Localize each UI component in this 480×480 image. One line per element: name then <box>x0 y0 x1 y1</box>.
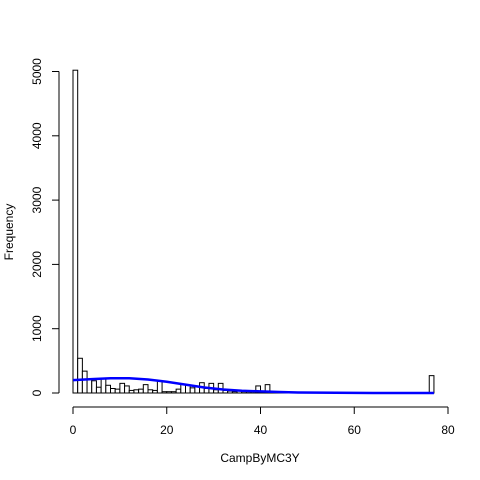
y-tick-label-0: 0 <box>30 389 44 396</box>
histogram-bar-39 <box>255 385 261 394</box>
histogram-bar-19 <box>161 391 168 394</box>
fit-curve <box>72 376 434 395</box>
histogram-bar-21 <box>170 391 177 394</box>
histogram-bar-13 <box>133 389 140 394</box>
x-tick-label-2: 40 <box>254 423 268 437</box>
histogram-bar-48 <box>428 375 435 394</box>
histogram-bar-4 <box>91 380 97 394</box>
y-tick-label-1: 1000 <box>30 315 44 342</box>
histogram-bar-14 <box>138 388 144 394</box>
histogram-bar-34 <box>231 391 238 394</box>
histogram-bar-11 <box>124 385 130 394</box>
histogram-bar-2 <box>81 370 88 394</box>
histogram-bar-22 <box>175 388 182 394</box>
histogram-bar-30 <box>213 389 219 394</box>
histogram-bar-8 <box>110 388 116 394</box>
y-tick-label-4: 4000 <box>30 122 44 149</box>
histogram-bar-33 <box>227 390 233 394</box>
x-axis: 0 20 40 60 80 <box>70 406 455 437</box>
histogram-bar-10 <box>119 382 126 394</box>
histogram-bar-5 <box>95 386 102 394</box>
histogram-bars <box>72 69 435 394</box>
histogram-bar-20 <box>166 391 172 394</box>
histogram-bar-6 <box>100 377 107 394</box>
y-axis: 0 1000 2000 3000 4000 5000 <box>30 58 60 396</box>
x-tick-label-4: 80 <box>441 423 455 437</box>
histogram-bar-1 <box>77 357 83 394</box>
x-axis-title: CampByMC3Y <box>220 451 299 465</box>
y-tick-label-5: 5000 <box>30 58 44 85</box>
x-tick-label-0: 0 <box>70 423 77 437</box>
histogram-bar-41 <box>264 384 271 394</box>
histogram-bar-7 <box>105 384 111 394</box>
y-tick-label-3: 3000 <box>30 186 44 213</box>
histogram-bar-17 <box>152 389 158 394</box>
y-tick-label-2: 2000 <box>30 251 44 278</box>
histogram-bar-15 <box>142 384 149 394</box>
histogram-bar-9 <box>114 388 121 394</box>
y-axis-title: Frequency <box>2 204 16 261</box>
x-tick-label-3: 60 <box>348 423 362 437</box>
histogram-bar-16 <box>147 389 154 394</box>
histogram-bar-25 <box>189 387 196 394</box>
histogram-bar-12 <box>128 389 135 394</box>
histogram-bar-18 <box>156 380 163 394</box>
x-tick-label-1: 20 <box>160 423 174 437</box>
histogram-bar-3 <box>86 379 93 394</box>
histogram-bar-0 <box>72 69 79 394</box>
